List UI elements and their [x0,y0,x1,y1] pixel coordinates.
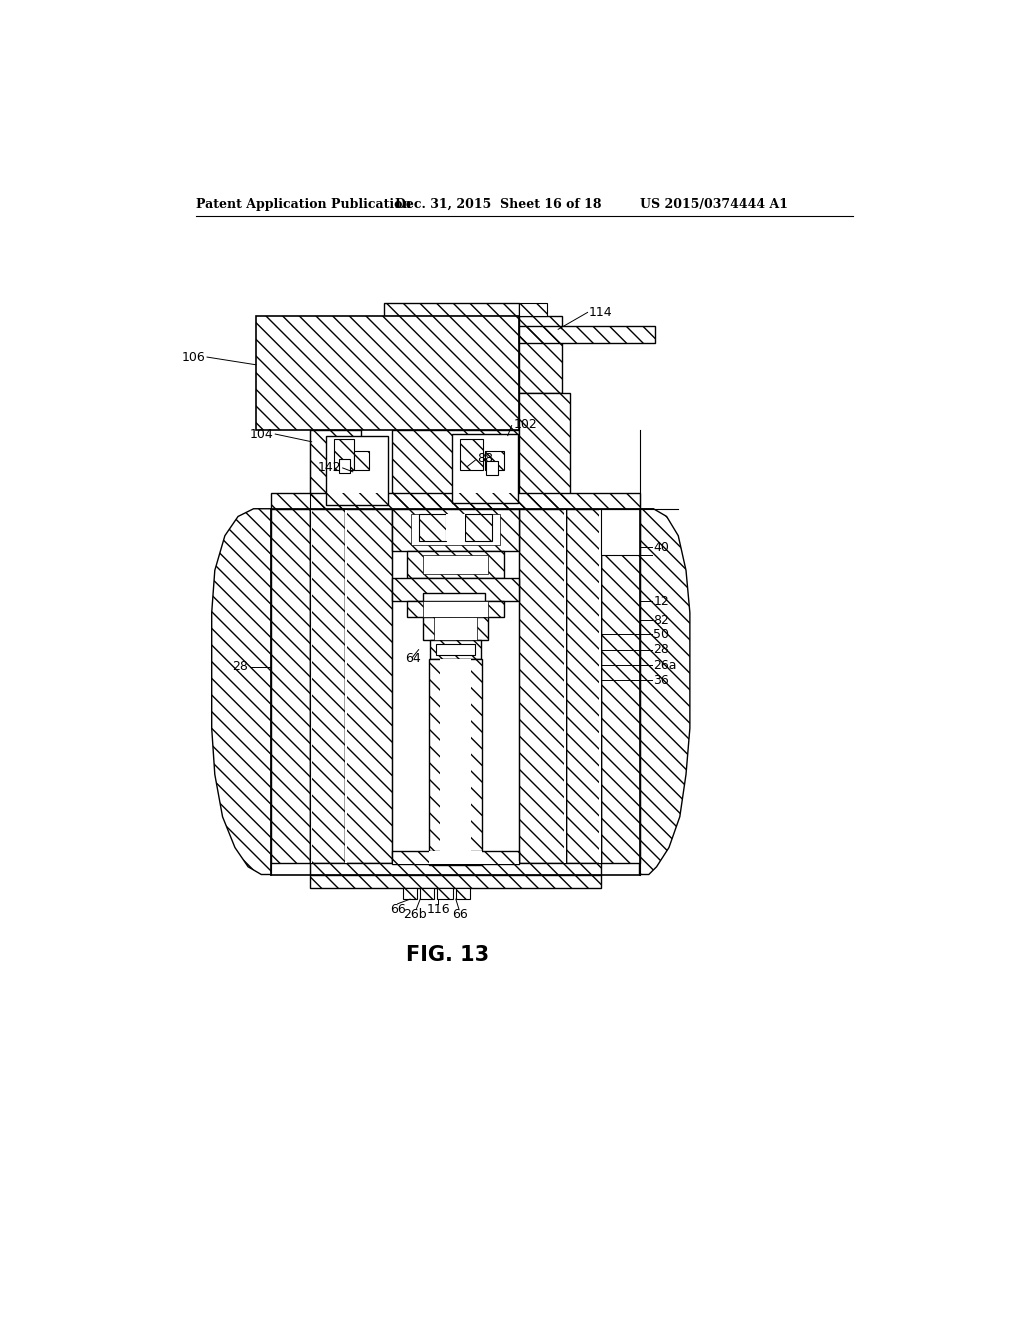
Polygon shape [566,508,601,863]
Bar [429,851,482,863]
Polygon shape [391,508,519,552]
Polygon shape [519,317,562,393]
Polygon shape [519,508,566,863]
Polygon shape [407,552,504,578]
Bar [564,508,566,863]
Polygon shape [345,508,391,863]
Bar [440,659,471,863]
Polygon shape [419,515,445,541]
Polygon shape [384,304,519,317]
Text: 104: 104 [250,428,273,441]
Text: 28: 28 [232,660,248,673]
Text: 116: 116 [426,903,450,916]
Text: 102: 102 [513,417,537,430]
Text: 12: 12 [653,594,670,607]
Polygon shape [310,863,601,874]
Polygon shape [353,451,369,470]
Polygon shape [407,601,504,616]
Text: Dec. 31, 2015  Sheet 16 of 18: Dec. 31, 2015 Sheet 16 of 18 [395,198,602,211]
Polygon shape [256,317,519,430]
Text: 28: 28 [653,643,670,656]
Text: 106: 106 [181,351,206,363]
Polygon shape [519,393,569,508]
Text: Patent Application Publication: Patent Application Publication [197,198,412,211]
Bar [434,616,477,640]
Polygon shape [403,888,417,899]
Bar [339,459,350,473]
Polygon shape [391,578,519,601]
Polygon shape [310,874,601,888]
Polygon shape [437,888,453,899]
Bar [445,515,465,541]
Polygon shape [640,508,690,874]
Bar [599,508,601,863]
Bar [486,461,498,475]
Polygon shape [460,440,483,470]
Polygon shape [601,508,640,863]
Text: 114: 114 [589,306,612,319]
Bar [411,515,500,545]
Bar [423,601,488,616]
Polygon shape [271,508,310,863]
Polygon shape [271,494,640,508]
Text: 66: 66 [390,903,406,916]
Text: 64: 64 [406,652,421,665]
Bar [310,508,311,863]
Polygon shape [429,659,482,866]
Polygon shape [310,508,345,863]
Text: 82: 82 [653,614,670,627]
Bar [436,644,475,655]
Polygon shape [212,508,271,874]
Polygon shape [423,616,488,640]
Polygon shape [310,430,360,508]
Polygon shape [430,640,480,659]
Text: 142: 142 [317,462,341,474]
Polygon shape [519,304,547,317]
Bar [391,861,519,863]
Polygon shape [391,430,519,508]
Text: 66: 66 [452,908,468,921]
Text: 26a: 26a [653,659,677,672]
Text: US 2015/0374444 A1: US 2015/0374444 A1 [640,198,787,211]
Bar [345,508,346,863]
Text: 88: 88 [477,453,493,465]
Polygon shape [465,515,493,541]
Text: 40: 40 [653,541,670,554]
Polygon shape [334,440,353,470]
Bar [601,508,640,554]
Polygon shape [519,326,655,343]
Polygon shape [484,451,504,470]
Text: 50: 50 [653,628,670,640]
Text: 36: 36 [653,675,670,686]
Bar [327,436,388,506]
Bar [452,434,518,503]
Bar [423,554,488,574]
Polygon shape [456,888,470,899]
Polygon shape [420,888,434,899]
Polygon shape [391,851,519,863]
Text: 26b: 26b [402,908,427,921]
Text: FIG. 13: FIG. 13 [406,945,488,965]
